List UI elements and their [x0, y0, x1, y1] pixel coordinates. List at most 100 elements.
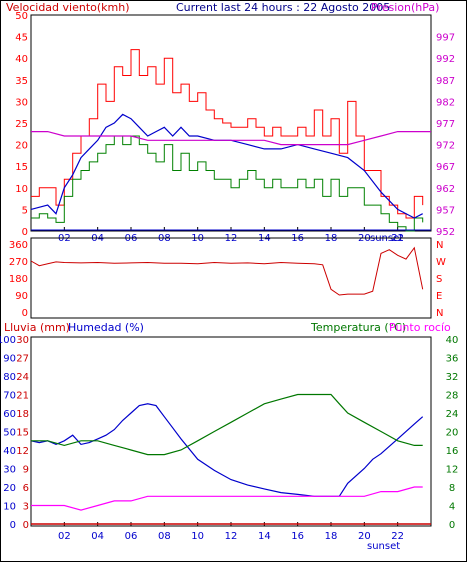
wind-y-tick-label: 30: [15, 97, 28, 108]
wind-gust-line: [31, 49, 424, 219]
pressure-line: [31, 131, 431, 146]
wind-y-tick-label: 15: [15, 162, 28, 173]
temperature-y-tick-label: 32: [446, 372, 459, 383]
humidity-y-tick-label: 100: [0, 335, 16, 346]
temperature-x-tick-label: 10: [191, 531, 204, 542]
wind-y-tick-label: 5: [22, 205, 28, 216]
temperature-y-tick-label: 4: [449, 502, 455, 513]
wind-y-tick-label: 10: [15, 184, 28, 195]
rain-ylabel: Lluvia (mm): [4, 321, 70, 334]
rain-y-tick-label: 18: [16, 409, 29, 420]
rain-y-tick-label: 15: [16, 428, 29, 439]
direction-compass-label: N: [436, 308, 443, 319]
temperature-x-tick-label: 04: [91, 531, 104, 542]
dewpoint-line: [31, 486, 423, 511]
wind-y-tick-label: 20: [15, 141, 28, 152]
direction-y-tick-label: 180: [9, 274, 28, 285]
pressure-y-tick-label: 952: [436, 227, 455, 238]
direction-compass-label: W: [436, 257, 446, 268]
temperature-x-tick-label: 20: [358, 531, 371, 542]
direction-series-layer: [30, 246, 424, 296]
temperature-y-tick-label: 28: [446, 391, 459, 402]
temperature-line: [31, 393, 423, 456]
direction-line: [30, 246, 424, 296]
pressure-y-tick-label: 967: [436, 162, 455, 173]
temperature-x-axis: 02 04 06 08 10 12 14 16 18 20 22: [58, 522, 404, 542]
pressure-y-tick-label: 992: [436, 54, 455, 65]
temperature-x-tick-label: 06: [125, 531, 138, 542]
wind-mean-line: [30, 113, 423, 219]
direction-compass-label: E: [436, 291, 442, 302]
temperature-x-tick-label: 02: [58, 531, 71, 542]
wind-chart-title: Current last 24 hours : 22 Agosto 2005: [176, 1, 390, 14]
rain-y-tick-label: 21: [16, 391, 29, 402]
temp-sunset-label: sunset: [367, 541, 400, 552]
rain-y-tick-label: 0: [23, 520, 29, 531]
wind-avg-line: [31, 135, 424, 232]
temperature-x-tick-label: 22: [391, 531, 404, 542]
humidity-y-tick-label: 20: [3, 483, 16, 494]
wind-ylabel: Velocidad viento(kmh): [6, 1, 130, 14]
humidity-y-tick-label: 90: [3, 354, 16, 365]
wind-y-tick-label: 25: [15, 119, 28, 130]
pressure-y-tick-label: 987: [436, 76, 455, 87]
temperature-y-tick-label: 0: [449, 520, 455, 531]
temperature-series-layer: [30, 393, 431, 525]
humidity-y-tick-label: 50: [3, 428, 16, 439]
wind-series-layer: [30, 49, 431, 232]
direction-y-tick-label: 270: [9, 257, 28, 268]
direction-plot-frame: [30, 237, 432, 319]
humidity-y-tick-label: 70: [3, 391, 16, 402]
humidity-ylabel: Humedad (%): [68, 321, 144, 334]
rain-y-tick-label: 24: [16, 372, 29, 383]
rain-y-tick-label: 30: [16, 335, 29, 346]
pressure-y-tick-label: 982: [436, 97, 455, 108]
temperature-y-tick-label: 24: [446, 409, 459, 420]
humidity-y-tick-label: 60: [3, 409, 16, 420]
pressure-y-tick-label: 962: [436, 184, 455, 195]
direction-compass-label: N: [436, 240, 443, 251]
temperature-panel: Lluvia (mm) Humedad (%) Temperatura (°C)…: [0, 321, 458, 552]
rain-y-tick-label: 3: [23, 502, 29, 513]
temperature-y-tick-label: 12: [446, 465, 459, 476]
humidity-y-tick-label: 0: [10, 520, 16, 531]
pressure-y-tick-label: 957: [436, 205, 455, 216]
rain-y-tick-label: 6: [23, 483, 29, 494]
wind-y-tick-label: 0: [22, 227, 28, 238]
pressure-y-tick-label: 977: [436, 119, 455, 130]
temperature-x-tick-label: 16: [291, 531, 304, 542]
temperature-ylabel: Temperatura (°C): [310, 321, 406, 334]
temperature-x-tick-label: 14: [258, 531, 271, 542]
rain-y-tick-label: 27: [16, 354, 29, 365]
rain-y-axis: 0 3 6 9 12 15 18 21 24 27 30: [16, 335, 29, 531]
rain-y-tick-label: 12: [16, 446, 29, 457]
temperature-y-axis: 0 4 8 12 16 20 24 28 32 36 40: [446, 335, 459, 531]
wind-y-axis: 0 5 10 15 20 25 30 35 40 45 50: [15, 11, 28, 238]
temperature-y-tick-label: 40: [446, 335, 459, 346]
humidity-y-tick-label: 40: [3, 446, 16, 457]
humidity-line: [30, 403, 424, 497]
humidity-y-tick-label: 10: [3, 502, 16, 513]
wind-panel: Velocidad viento(kmh) Current last 24 ho…: [6, 1, 455, 244]
direction-y-tick-label: 0: [22, 308, 28, 319]
direction-y-tick-label: 90: [15, 291, 28, 302]
temperature-y-tick-label: 36: [446, 354, 459, 365]
wind-y-tick-label: 50: [15, 11, 28, 22]
wind-y-tick-label: 40: [15, 54, 28, 65]
direction-y-tick-label: 360: [9, 240, 28, 251]
temperature-x-tick-label: 18: [325, 531, 338, 542]
temperature-x-tick-label: 12: [225, 531, 238, 542]
wind-y-tick-label: 35: [15, 76, 28, 87]
temperature-y-tick-label: 20: [446, 428, 459, 439]
humidity-y-tick-label: 30: [3, 465, 16, 476]
wind-y-tick-label: 45: [15, 33, 28, 44]
dewpoint-ylabel: Punto rocío: [389, 321, 451, 334]
temperature-y-tick-label: 8: [449, 483, 455, 494]
temperature-x-tick-label: 08: [158, 531, 171, 542]
direction-compass-label: S: [436, 274, 442, 285]
humidity-y-axis: 0 10 20 30 40 50 60 70 80 90 100: [0, 335, 16, 531]
